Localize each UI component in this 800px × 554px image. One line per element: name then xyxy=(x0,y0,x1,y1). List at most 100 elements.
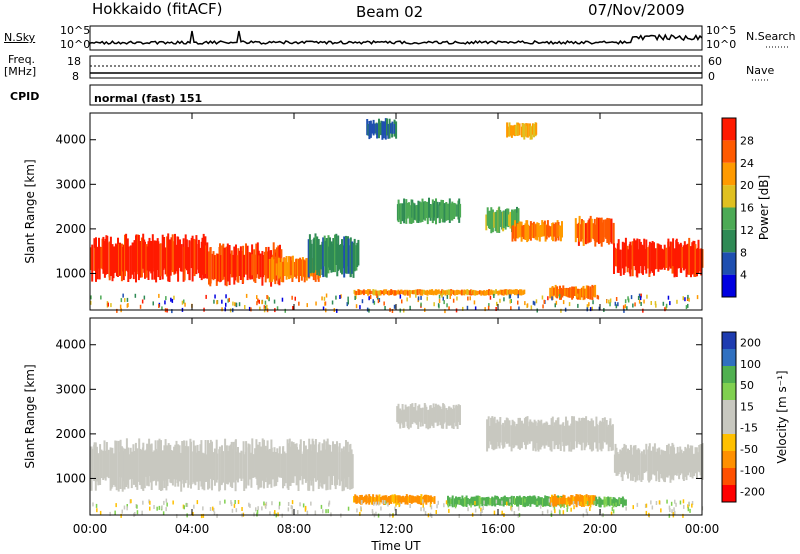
rti-cell xyxy=(180,244,183,272)
rti-cell xyxy=(609,418,612,445)
rti-cell xyxy=(193,504,195,509)
rti-cell xyxy=(217,253,220,282)
rti-cell xyxy=(555,300,558,305)
rti-cell xyxy=(453,498,456,507)
rti-cell xyxy=(245,441,248,489)
freq-unit: [MHz] xyxy=(4,65,37,78)
rti-cell xyxy=(517,506,520,511)
rti-cell xyxy=(368,308,370,313)
rti-cell xyxy=(443,290,446,294)
rti-cell xyxy=(616,499,619,506)
rti-cell xyxy=(680,449,683,474)
rti-cell xyxy=(251,438,254,478)
xtick-label: 00:00 xyxy=(73,522,108,536)
rti-cell xyxy=(556,286,559,299)
rti-cell xyxy=(171,234,174,273)
rti-cell xyxy=(371,509,374,514)
rti-cell xyxy=(515,125,517,136)
rti-cell xyxy=(371,496,373,505)
rti-cell xyxy=(490,289,493,295)
rti-cell xyxy=(278,501,281,506)
rti-cell xyxy=(388,496,390,505)
rti-cell xyxy=(535,122,538,135)
velocity-colorbar-tick: -100 xyxy=(740,464,765,477)
rti-cell xyxy=(615,304,618,309)
rti-cell xyxy=(490,417,493,445)
rti-cell xyxy=(632,445,635,477)
rti-cell xyxy=(622,498,625,505)
rti-cell xyxy=(172,500,174,505)
rti-cell xyxy=(566,504,569,509)
rti-cell xyxy=(478,290,481,295)
rti-cell xyxy=(537,223,540,238)
rti-cell xyxy=(498,498,501,506)
rti-cell xyxy=(336,446,339,480)
rti-cell xyxy=(248,502,250,507)
rti-cell xyxy=(439,406,442,426)
rti-cell xyxy=(96,246,99,280)
rti-cell xyxy=(423,289,425,295)
rti-cell xyxy=(602,219,605,242)
rti-cell xyxy=(238,302,241,307)
rti-cell xyxy=(177,444,180,487)
rti-cell xyxy=(263,439,265,489)
nsearch-tick-bottom: 10^0 xyxy=(706,38,737,51)
rti-cell xyxy=(577,421,579,443)
power-colorbar-tick: 28 xyxy=(740,134,754,147)
rti-cell xyxy=(514,226,517,242)
rti-cell xyxy=(599,217,602,244)
rti-cell xyxy=(502,210,505,228)
rti-cell xyxy=(598,217,600,244)
rti-cell xyxy=(537,419,540,452)
power-colorbar-tick: 16 xyxy=(740,202,754,215)
rti-cell xyxy=(527,496,529,506)
rti-cell xyxy=(522,225,525,240)
rti-cell xyxy=(437,404,440,426)
rti-cell xyxy=(292,442,295,483)
rti-cell xyxy=(435,289,438,296)
rti-cell xyxy=(588,218,591,243)
rti-cell xyxy=(566,420,569,446)
rti-cell xyxy=(577,303,579,308)
rti-cell xyxy=(426,201,429,225)
rti-cell xyxy=(416,204,419,223)
rti-cell xyxy=(456,405,459,429)
rti-cell xyxy=(678,452,681,480)
rti-cell xyxy=(424,201,427,221)
rti-cell xyxy=(178,445,181,482)
rti-cell xyxy=(222,243,225,280)
rti-cell xyxy=(112,246,115,279)
rti-cell xyxy=(617,454,620,475)
rti-cell xyxy=(433,302,435,307)
rti-cell xyxy=(549,226,552,237)
rti-cell xyxy=(508,420,511,447)
rti-cell xyxy=(580,495,583,507)
rti-cell xyxy=(539,504,542,509)
rti-cell xyxy=(654,248,657,270)
rti-cell xyxy=(535,299,538,304)
rti-cell xyxy=(611,424,614,451)
rti-cell xyxy=(638,293,641,298)
rti-cell xyxy=(465,495,468,507)
rti-cell xyxy=(136,504,138,509)
rti-cell xyxy=(577,293,579,298)
rti-cell xyxy=(228,445,231,483)
rti-cell xyxy=(557,417,560,450)
rti-cell xyxy=(567,288,570,298)
rti-cell xyxy=(588,302,590,307)
rti-cell xyxy=(517,208,520,229)
rti-cell xyxy=(239,452,242,479)
rti-cell xyxy=(248,306,251,311)
rti-cell xyxy=(156,506,158,511)
rti-cell xyxy=(434,403,437,423)
rti-cell xyxy=(165,450,168,491)
station-title: Hokkaido (fitACF) xyxy=(92,0,223,18)
rti-cell xyxy=(216,513,218,518)
rti-cell xyxy=(437,303,440,308)
rti-cell xyxy=(364,495,366,502)
rti-cell xyxy=(381,499,384,504)
rti-cell xyxy=(380,506,382,511)
rti-cell xyxy=(378,298,381,302)
rti-cell xyxy=(614,301,617,306)
rti-cell xyxy=(221,307,223,312)
